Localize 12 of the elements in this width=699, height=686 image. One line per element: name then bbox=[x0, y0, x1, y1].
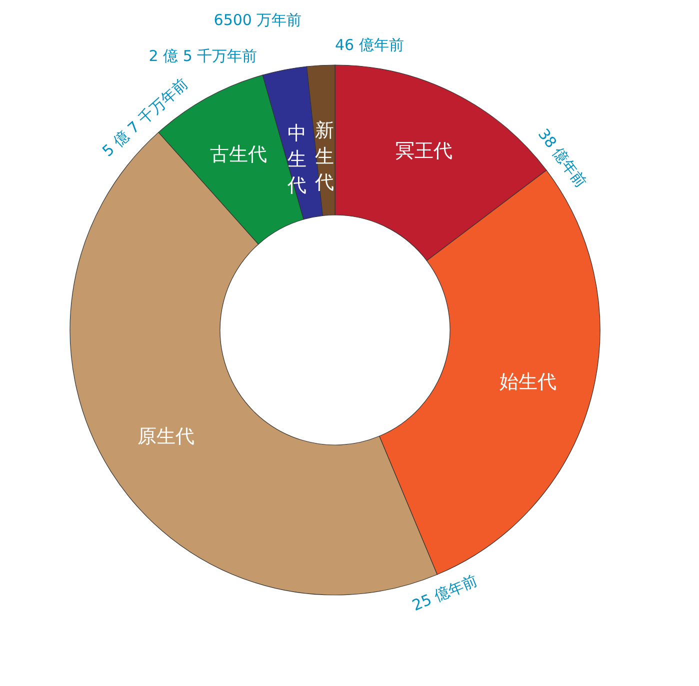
text: 46 億年前 bbox=[335, 36, 404, 54]
slice-label: 始生代 bbox=[500, 371, 557, 394]
slice-label: 原生代 bbox=[137, 426, 194, 448]
text: 25 億年前 bbox=[410, 571, 480, 615]
text: 38 億年前 bbox=[534, 125, 590, 192]
slice-label: 古生代 bbox=[210, 144, 268, 166]
slice-label: 新生代 bbox=[314, 119, 334, 194]
text: 2 億 5 千万年前 bbox=[148, 46, 258, 65]
text: 6500 万年前 bbox=[214, 10, 302, 29]
slice-label: 中生代 bbox=[286, 122, 306, 197]
text: 5 億 7 千万年前 bbox=[98, 74, 192, 160]
slice-label: 冥王代 bbox=[396, 140, 453, 162]
